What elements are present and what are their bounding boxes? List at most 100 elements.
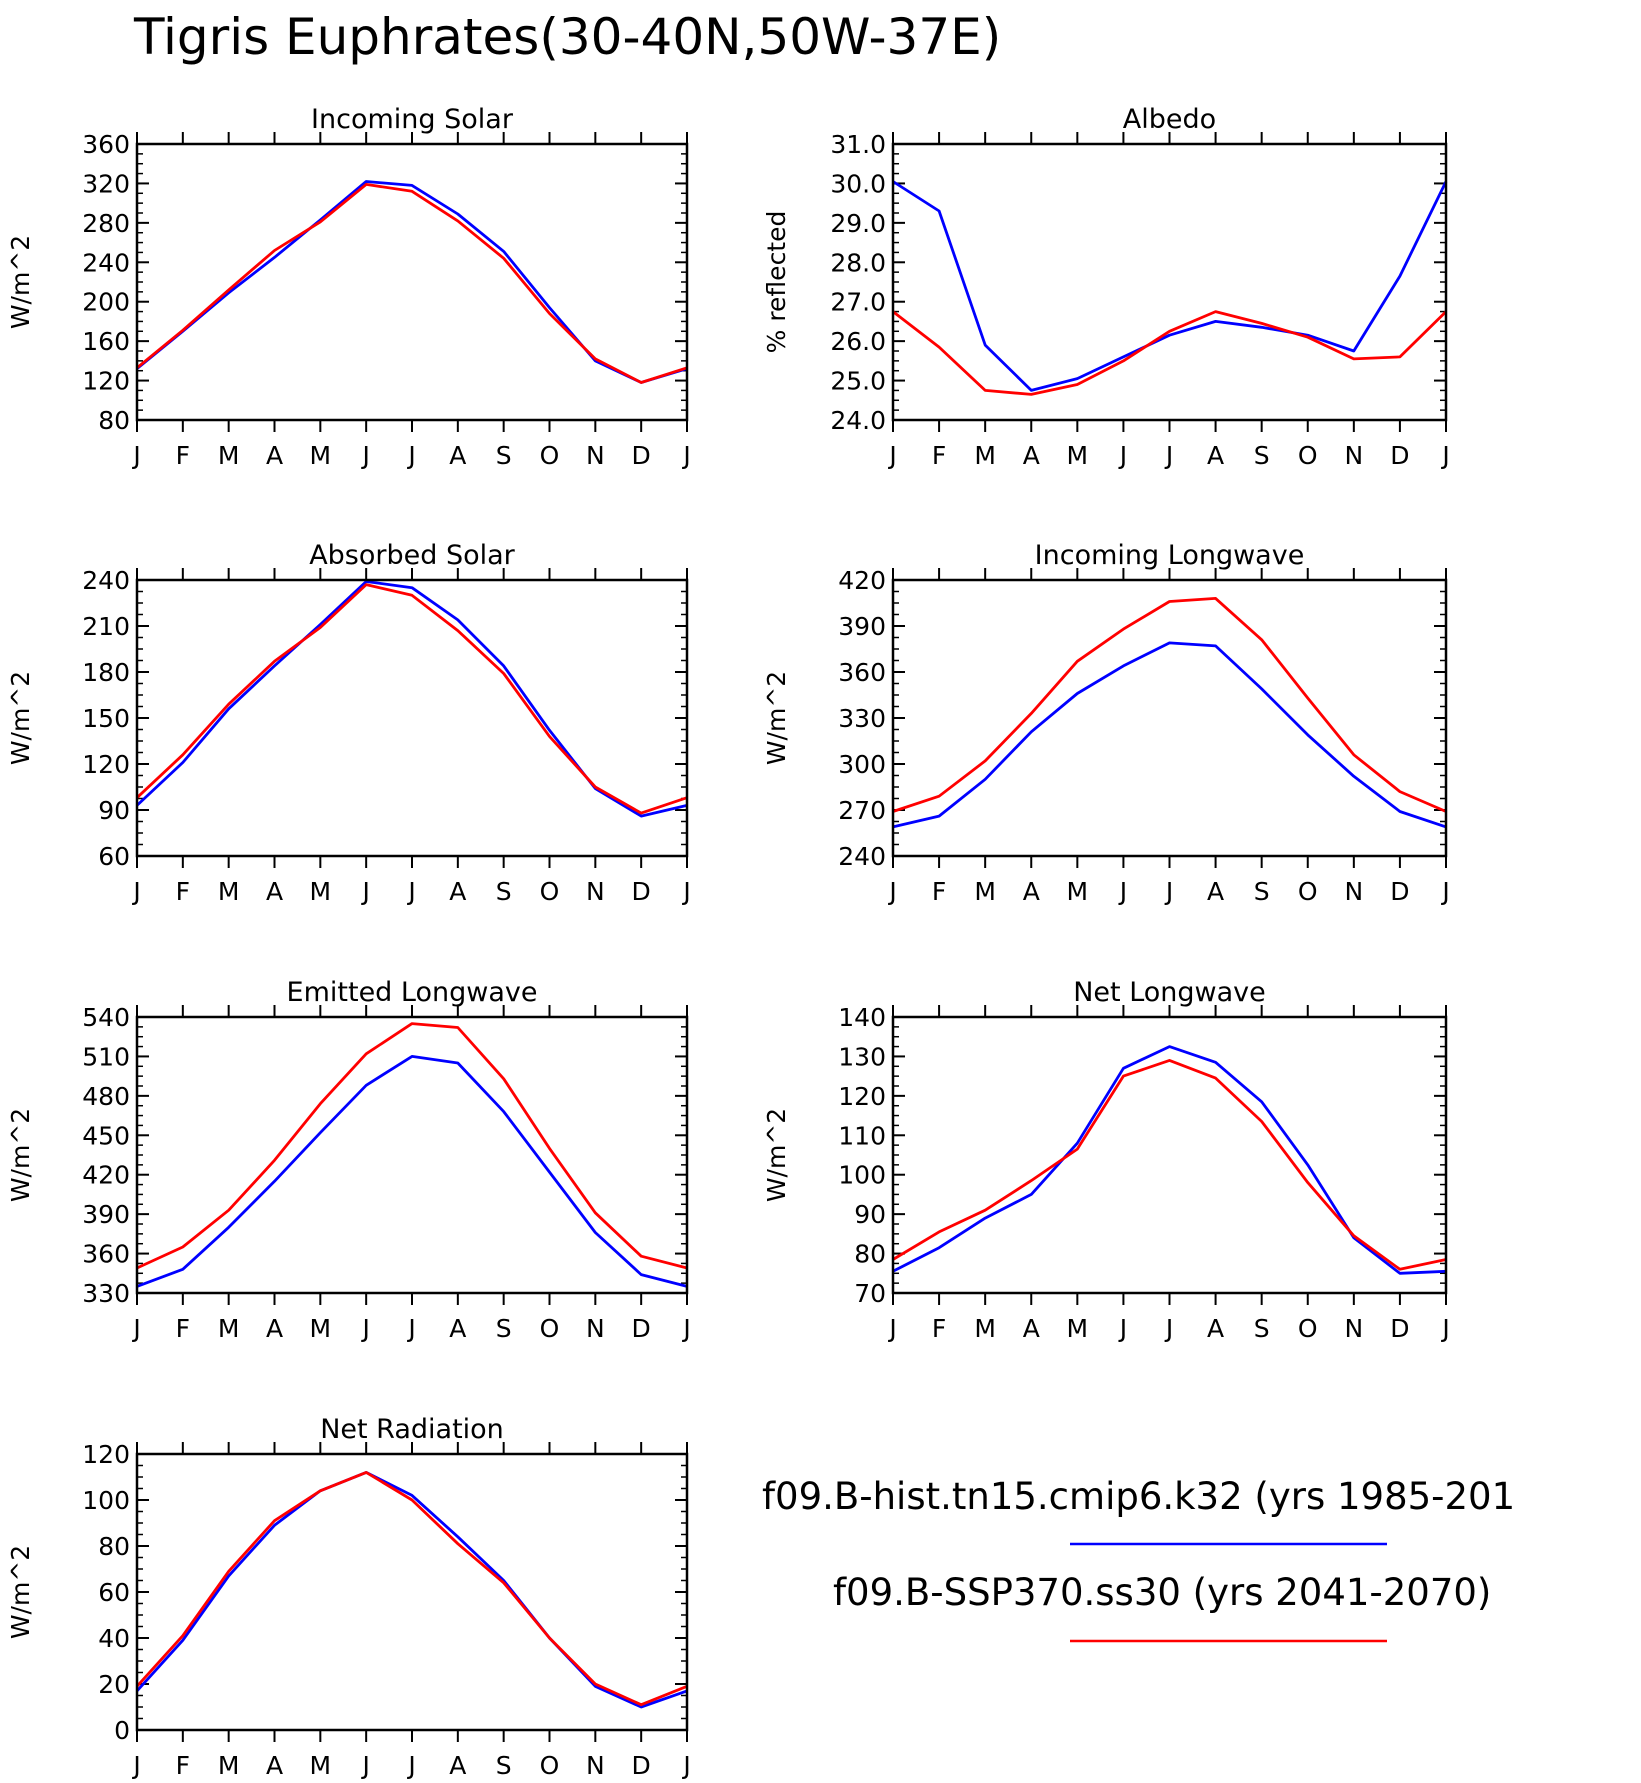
series-line xyxy=(136,1055,688,1288)
x-tick-label: O xyxy=(540,1751,560,1780)
x-tick-label: A xyxy=(449,877,466,906)
x-tick-label: S xyxy=(496,1751,512,1780)
x-tick-label: F xyxy=(932,877,946,906)
y-tick-label: 160 xyxy=(82,327,130,356)
x-tick-label: J xyxy=(681,877,690,906)
x-tick-label: N xyxy=(586,441,605,470)
y-tick-label: 130 xyxy=(838,1042,886,1071)
x-tick-label: J xyxy=(360,1314,369,1343)
y-tick-label: 450 xyxy=(82,1121,130,1150)
x-tick-label: N xyxy=(586,1314,605,1343)
series-line xyxy=(136,583,688,815)
y-tick-label: 240 xyxy=(82,566,130,595)
chart-panel: Absorbed Solar W/m^2 60 90 120 150 180 210 240 J F… xyxy=(6,540,691,906)
y-tick-label: 60 xyxy=(98,1578,130,1607)
x-tick-label: F xyxy=(932,1314,946,1343)
legend: f09.B-hist.tn15.cmip6.k32 (yrs 1985-201 f… xyxy=(762,1475,1515,1643)
x-tick-label: N xyxy=(1344,441,1363,470)
x-tick-label: J xyxy=(406,441,415,470)
panel-title: Emitted Longwave xyxy=(287,977,538,1008)
x-tick-label: J xyxy=(887,441,896,470)
y-tick-label: 110 xyxy=(838,1121,886,1150)
x-tick-label: O xyxy=(540,877,560,906)
x-tick-label: A xyxy=(1023,877,1040,906)
y-axis-label: W/m^2 xyxy=(762,671,791,765)
x-tick-label: M xyxy=(310,1314,332,1343)
plot-frame xyxy=(891,1015,1448,1295)
series-line xyxy=(136,580,688,818)
y-tick-label: 330 xyxy=(82,1279,130,1308)
x-tick-label: J xyxy=(360,441,369,470)
plot-frame xyxy=(135,142,689,422)
x-tick-label: O xyxy=(1298,1314,1318,1343)
y-tick-label: 80 xyxy=(854,1240,886,1269)
panels: Incoming SolarW/m^2801201602002402803203… xyxy=(6,104,1450,1780)
x-tick-label: F xyxy=(176,877,190,906)
series-line xyxy=(892,310,1447,396)
y-tick-label: 300 xyxy=(838,750,886,779)
chart-panel: Incoming Solar W/m^2 80 120 160 200 240 280 320 3… xyxy=(6,104,691,470)
y-tick-label: 90 xyxy=(854,1200,886,1229)
x-tick-label: N xyxy=(1344,1314,1363,1343)
y-tick-label: 200 xyxy=(82,288,130,317)
x-tick-label: O xyxy=(1298,441,1318,470)
plot-frame xyxy=(891,578,1448,858)
x-tick-label: J xyxy=(406,1314,415,1343)
y-axis-label: W/m^2 xyxy=(6,1545,35,1639)
x-tick-label: A xyxy=(1023,441,1040,470)
x-tick-label: M xyxy=(1067,441,1089,470)
x-tick-label: A xyxy=(1207,877,1224,906)
x-tick-label: J xyxy=(406,1751,415,1780)
x-tick-label: J xyxy=(681,1314,690,1343)
x-tick-label: J xyxy=(681,441,690,470)
x-tick-label: D xyxy=(632,441,651,470)
y-tick-label: 24.0 xyxy=(830,406,886,435)
y-axis-label: % reflected xyxy=(762,211,791,354)
x-tick-label: J xyxy=(406,877,415,906)
panel-title: Net Radiation xyxy=(320,1414,504,1445)
x-tick-label: F xyxy=(176,441,190,470)
x-tick-label: A xyxy=(449,441,466,470)
panel-title: Albedo xyxy=(1123,104,1216,135)
y-tick-label: 420 xyxy=(838,566,886,595)
x-tick-label: J xyxy=(1440,1314,1449,1343)
x-tick-label: J xyxy=(1164,441,1173,470)
y-tick-label: 100 xyxy=(82,1486,130,1515)
chart-panel: Net Longwave W/m^2 70 80 90 100 110 120 130 140 J F… xyxy=(762,977,1450,1343)
x-tick-label: J xyxy=(1118,1314,1127,1343)
y-tick-label: 100 xyxy=(838,1161,886,1190)
x-tick-label: D xyxy=(1390,877,1409,906)
x-tick-label: A xyxy=(1023,1314,1040,1343)
y-tick-label: 120 xyxy=(82,1440,130,1469)
x-tick-label: A xyxy=(266,877,283,906)
y-tick-label: 120 xyxy=(82,750,130,779)
x-tick-label: N xyxy=(586,1751,605,1780)
y-tick-label: 480 xyxy=(82,1082,130,1111)
x-tick-label: J xyxy=(131,441,140,470)
y-tick-label: 240 xyxy=(82,248,130,277)
y-tick-label: 320 xyxy=(82,169,130,198)
y-tick-label: 140 xyxy=(838,1003,886,1032)
x-tick-label: J xyxy=(1440,877,1449,906)
x-tick-label: S xyxy=(1254,441,1270,470)
x-tick-label: S xyxy=(1254,1314,1270,1343)
x-tick-label: M xyxy=(974,1314,996,1343)
x-tick-label: M xyxy=(218,1751,240,1780)
chart-panel: Emitted Longwave W/m^2 330 360 390 420 450 480 5… xyxy=(6,977,691,1343)
panel-title: Absorbed Solar xyxy=(309,540,515,571)
x-tick-label: M xyxy=(218,1314,240,1343)
x-tick-label: M xyxy=(310,1751,332,1780)
y-tick-label: 26.0 xyxy=(830,327,886,356)
y-tick-label: 420 xyxy=(82,1161,130,1190)
y-tick-label: 80 xyxy=(98,406,130,435)
x-tick-label: J xyxy=(887,1314,896,1343)
x-tick-label: M xyxy=(218,877,240,906)
y-tick-label: 60 xyxy=(98,842,130,871)
y-tick-label: 150 xyxy=(82,704,130,733)
x-tick-label: N xyxy=(586,877,605,906)
x-tick-label: F xyxy=(176,1751,190,1780)
y-tick-label: 31.0 xyxy=(830,130,886,159)
x-tick-label: A xyxy=(449,1314,466,1343)
